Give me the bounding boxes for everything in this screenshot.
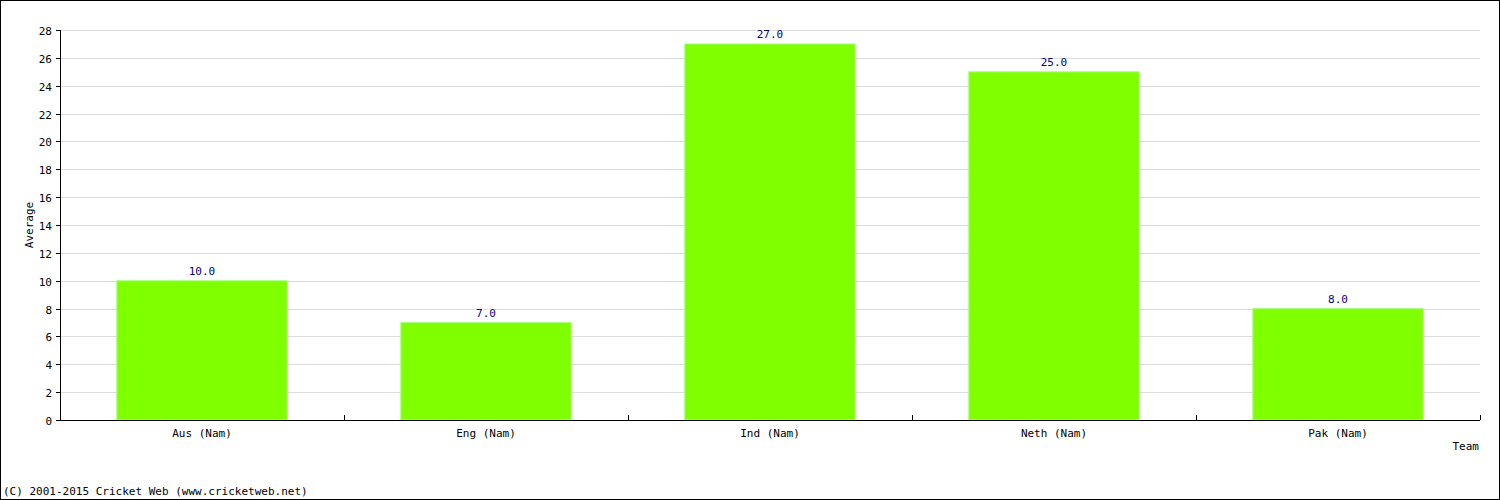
footer-annotation: (C) 2001-2015 Cricket Web (www.cricketwe… — [3, 485, 308, 498]
y-tick-label: 4 — [45, 359, 52, 372]
x-tick — [912, 415, 913, 420]
y-tick — [56, 253, 60, 254]
y-tick-label: 18 — [39, 164, 52, 177]
y-tick — [56, 30, 60, 31]
y-tick-label: 12 — [39, 248, 52, 261]
y-tick-label: 6 — [45, 331, 52, 344]
y-tick — [56, 281, 60, 282]
y-tick-label: 8 — [45, 304, 52, 317]
y-axis — [60, 30, 61, 420]
data-label: 25.0 — [1041, 56, 1068, 69]
y-axis-title: Average — [23, 202, 36, 248]
y-tick — [56, 114, 60, 115]
x-tick-label: Ind (Nam) — [740, 427, 800, 440]
bar — [117, 281, 287, 420]
y-tick-label: 10 — [39, 276, 52, 289]
data-label: 27.0 — [757, 28, 784, 41]
x-tick-label: Aus (Nam) — [172, 427, 232, 440]
x-tick — [344, 415, 345, 420]
bar — [401, 323, 571, 421]
data-label: 7.0 — [476, 307, 496, 320]
y-tick — [56, 197, 60, 198]
y-tick-label: 28 — [39, 25, 52, 38]
x-tick-label: Eng (Nam) — [456, 427, 516, 440]
y-tick-label: 14 — [39, 220, 53, 233]
x-tick — [628, 415, 629, 420]
chart-container: 0246810121416182022242628Aus (Nam)Eng (N… — [0, 0, 1500, 500]
y-tick — [56, 336, 60, 337]
grid — [60, 31, 1480, 421]
y-tick-label: 26 — [39, 53, 52, 66]
y-tick — [56, 169, 60, 170]
y-tick — [56, 86, 60, 87]
frame — [1, 1, 1500, 500]
y-tick-label: 22 — [39, 109, 52, 122]
chart-svg: 0246810121416182022242628Aus (Nam)Eng (N… — [0, 0, 1500, 500]
x-tick-label: Neth (Nam) — [1021, 427, 1087, 440]
bar — [1253, 309, 1423, 420]
x-tick — [1196, 415, 1197, 420]
y-tick — [56, 58, 60, 59]
x-axis-title: Team — [1453, 440, 1480, 453]
x-tick-label: Pak (Nam) — [1308, 427, 1368, 440]
data-label: 8.0 — [1328, 293, 1348, 306]
y-tick-label: 24 — [39, 81, 53, 94]
y-tick-label: 16 — [39, 192, 52, 205]
x-tick — [1480, 415, 1481, 420]
grid-line — [60, 420, 1480, 421]
bars — [117, 44, 1423, 420]
x-axis — [60, 420, 1480, 421]
y-tick-label: 0 — [45, 415, 52, 428]
bar — [685, 44, 855, 420]
data-labels: 10.0 7.0 27.0 25.0 8.0 — [189, 28, 1348, 320]
y-tick — [56, 141, 60, 142]
bar — [969, 72, 1139, 420]
y-tick — [56, 309, 60, 310]
y-tick — [56, 225, 60, 226]
y-tick-label: 2 — [45, 387, 52, 400]
y-tick — [56, 420, 60, 421]
y-tick-label: 20 — [39, 136, 52, 149]
axes: 0246810121416182022242628Aus (Nam)Eng (N… — [39, 25, 1481, 441]
y-tick — [56, 392, 60, 393]
data-label: 10.0 — [189, 265, 216, 278]
y-tick — [56, 364, 60, 365]
